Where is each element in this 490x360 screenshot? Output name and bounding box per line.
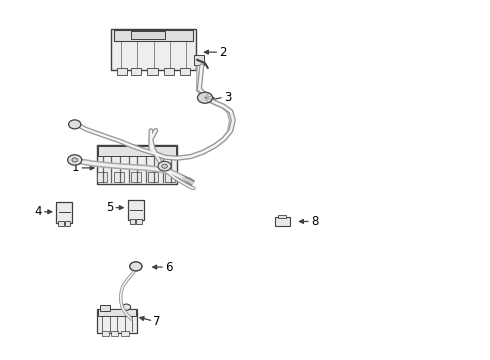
Circle shape [197,92,213,103]
FancyBboxPatch shape [111,29,196,70]
FancyBboxPatch shape [128,200,144,220]
Circle shape [158,161,171,171]
FancyBboxPatch shape [98,309,136,316]
Text: 7: 7 [153,315,161,328]
Circle shape [68,155,82,165]
FancyBboxPatch shape [99,305,110,311]
FancyBboxPatch shape [278,215,286,219]
FancyBboxPatch shape [180,68,191,75]
FancyBboxPatch shape [194,55,204,64]
Text: 4: 4 [34,205,42,218]
FancyBboxPatch shape [131,31,165,39]
FancyBboxPatch shape [130,219,135,224]
FancyBboxPatch shape [58,221,64,226]
Circle shape [69,120,81,129]
Circle shape [162,164,168,168]
FancyBboxPatch shape [101,331,109,336]
FancyBboxPatch shape [111,331,119,336]
Text: 5: 5 [106,201,113,214]
FancyBboxPatch shape [164,68,174,75]
FancyBboxPatch shape [274,217,290,226]
FancyBboxPatch shape [98,145,177,184]
FancyBboxPatch shape [131,172,141,183]
Text: 6: 6 [165,261,172,274]
FancyBboxPatch shape [147,68,157,75]
FancyBboxPatch shape [117,68,127,75]
FancyBboxPatch shape [114,30,193,41]
Text: 3: 3 [224,91,231,104]
Circle shape [122,304,131,310]
FancyBboxPatch shape [165,172,175,183]
FancyBboxPatch shape [97,172,107,183]
FancyBboxPatch shape [98,146,176,156]
FancyBboxPatch shape [98,309,137,333]
Circle shape [130,262,142,271]
FancyBboxPatch shape [65,221,71,226]
Circle shape [130,262,142,271]
FancyBboxPatch shape [56,202,73,222]
Circle shape [72,158,77,162]
Text: 1: 1 [72,161,79,174]
FancyBboxPatch shape [131,68,141,75]
FancyBboxPatch shape [114,172,124,183]
FancyBboxPatch shape [136,219,142,224]
Text: 2: 2 [219,46,227,59]
FancyBboxPatch shape [122,331,129,336]
Circle shape [133,264,139,269]
FancyBboxPatch shape [148,172,158,183]
Text: 8: 8 [311,215,318,228]
